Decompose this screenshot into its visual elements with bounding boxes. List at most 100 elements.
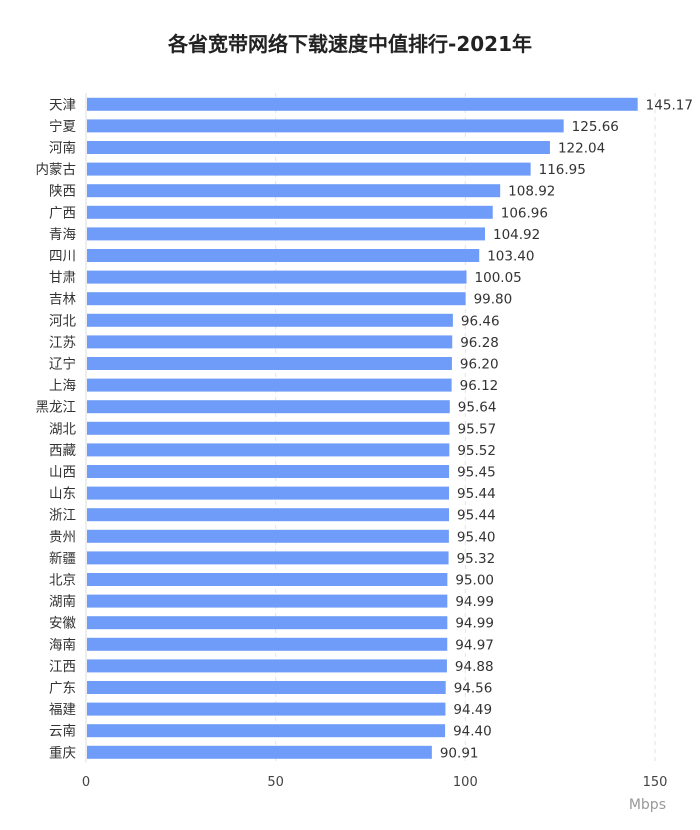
- category-label: 湖南: [49, 594, 76, 610]
- data-label: 95.44: [457, 508, 496, 524]
- bar-江西: [87, 659, 447, 673]
- data-label: 95.44: [457, 486, 496, 502]
- x-tick-label: 150: [643, 775, 668, 790]
- bar-重庆: [87, 745, 432, 759]
- bar-江苏: [87, 335, 453, 349]
- chart-title: 各省宽带网络下载速度中值排行-2021年: [168, 32, 532, 56]
- bar-河北: [87, 313, 453, 327]
- data-label: 94.49: [453, 702, 492, 718]
- data-label: 95.52: [457, 443, 496, 459]
- category-label: 宁夏: [49, 118, 76, 135]
- category-label: 西藏: [49, 443, 76, 459]
- category-label: 吉林: [49, 292, 76, 308]
- data-label: 90.91: [440, 745, 479, 761]
- data-label: 94.99: [455, 594, 494, 610]
- category-label: 安徽: [49, 616, 76, 632]
- category-label: 海南: [49, 637, 76, 653]
- data-label: 94.88: [455, 659, 494, 675]
- data-label: 104.92: [493, 227, 540, 243]
- bar-四川: [87, 249, 480, 262]
- bar-吉林: [87, 292, 466, 306]
- category-label: 甘肃: [49, 270, 76, 286]
- bar-山东: [87, 486, 450, 500]
- bar-湖南: [87, 594, 448, 608]
- bar-北京: [87, 573, 448, 586]
- data-label: 103.40: [487, 249, 534, 265]
- x-tick-label: 100: [453, 775, 478, 790]
- category-label: 青海: [49, 227, 76, 243]
- bar-黑龙江: [87, 400, 450, 414]
- data-label: 125.66: [572, 119, 619, 135]
- x-axis-unit-label: Mbps: [628, 797, 666, 813]
- bar-浙江: [87, 508, 450, 522]
- category-label: 福建: [49, 702, 76, 718]
- bar-山西: [87, 465, 450, 478]
- bar-安徽: [87, 616, 448, 630]
- category-label: 北京: [49, 573, 76, 589]
- data-label: 99.80: [474, 292, 513, 308]
- bar-青海: [87, 227, 485, 241]
- data-label: 95.45: [457, 465, 496, 481]
- bar-云南: [87, 724, 446, 738]
- category-label: 辽宁: [49, 356, 76, 373]
- data-label: 96.20: [460, 357, 499, 373]
- data-label: 94.99: [455, 616, 494, 632]
- category-label: 山东: [49, 486, 76, 502]
- data-label: 96.28: [460, 335, 499, 351]
- category-label: 江苏: [49, 335, 76, 351]
- x-tick-label: 0: [82, 775, 90, 790]
- category-label: 四川: [49, 249, 76, 265]
- bar-陕西: [87, 184, 501, 198]
- data-label: 95.40: [457, 529, 496, 545]
- category-label: 湖北: [49, 421, 76, 437]
- category-label: 重庆: [49, 745, 76, 761]
- category-label: 河北: [49, 313, 76, 329]
- bar-宁夏: [87, 119, 564, 133]
- bar-广东: [87, 681, 446, 694]
- data-label: 108.92: [508, 184, 555, 200]
- bar-西藏: [87, 443, 450, 457]
- data-label: 106.96: [501, 205, 548, 221]
- bar-广西: [87, 205, 493, 219]
- data-label: 122.04: [558, 141, 605, 157]
- category-label: 广西: [49, 205, 76, 221]
- bar-海南: [87, 637, 448, 651]
- data-label: 95.32: [457, 551, 496, 567]
- category-label: 内蒙古: [36, 162, 77, 178]
- data-label: 95.57: [458, 421, 497, 437]
- bar-甘肃: [87, 270, 467, 284]
- data-label: 94.40: [453, 724, 492, 740]
- category-label: 天津: [49, 97, 76, 113]
- category-label: 广东: [49, 681, 76, 697]
- data-label: 96.46: [461, 313, 500, 329]
- bar-天津: [87, 97, 638, 111]
- bar-上海: [87, 378, 452, 392]
- category-label: 江西: [49, 659, 76, 675]
- bar-湖北: [87, 421, 450, 435]
- data-label: 94.97: [455, 637, 494, 653]
- data-label: 100.05: [475, 270, 522, 286]
- bar-福建: [87, 702, 446, 716]
- bar-新疆: [87, 551, 449, 565]
- x-tick-label: 50: [267, 775, 284, 790]
- data-label: 95.00: [455, 573, 494, 589]
- category-label: 上海: [49, 378, 76, 394]
- bar-内蒙古: [87, 162, 531, 176]
- category-label: 贵州: [49, 529, 76, 545]
- category-label: 河南: [49, 141, 76, 157]
- data-label: 95.64: [458, 400, 497, 416]
- data-label: 94.56: [454, 681, 493, 697]
- category-label: 云南: [49, 724, 76, 740]
- category-label: 陕西: [49, 184, 76, 200]
- data-label: 96.12: [460, 378, 499, 394]
- bar-河南: [87, 141, 550, 154]
- category-label: 山西: [49, 465, 76, 481]
- data-label: 145.17: [646, 97, 693, 113]
- category-label: 浙江: [49, 508, 76, 524]
- category-label: 黑龙江: [36, 400, 77, 416]
- data-label: 116.95: [539, 162, 586, 178]
- bar-贵州: [87, 529, 449, 543]
- bar-辽宁: [87, 357, 452, 370]
- category-label: 新疆: [49, 551, 76, 567]
